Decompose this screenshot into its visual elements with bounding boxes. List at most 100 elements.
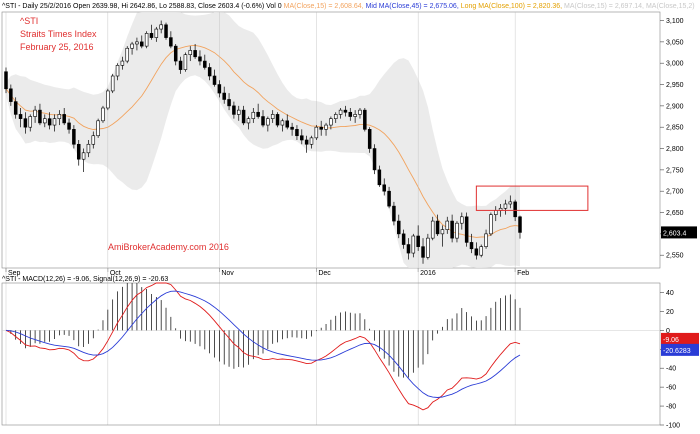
candle-body [4, 71, 8, 90]
candle [188, 46, 193, 62]
macd-value-box [661, 332, 699, 345]
candle [110, 73, 115, 94]
candle-body [120, 60, 125, 66]
candle [101, 105, 105, 123]
candle [430, 216, 435, 241]
candle [169, 31, 173, 49]
macd-value-box [661, 343, 699, 356]
macd-value-label: -9.06 [663, 337, 679, 344]
candle [246, 116, 251, 130]
candle [251, 108, 256, 123]
header-vol: Vol 0 [266, 3, 282, 10]
candle-body [421, 246, 425, 258]
candle-body [464, 216, 469, 243]
candle-body [96, 120, 100, 137]
candle [353, 110, 357, 123]
price-tick-label: 3,100 [666, 18, 684, 25]
candle [207, 63, 212, 81]
candle-body [266, 118, 270, 126]
candle [484, 229, 488, 249]
price-tick-label: 3,050 [666, 39, 684, 46]
candle [38, 103, 42, 126]
candle [518, 215, 522, 239]
candle [445, 216, 450, 234]
candle-body [217, 84, 222, 94]
candle-body [183, 54, 188, 70]
candle [241, 105, 246, 126]
candle [96, 118, 100, 138]
price-panel: 2,5502,6002,6502,7002,7502,8002,8502,900… [1, 11, 697, 425]
candle-body [314, 126, 319, 139]
ma-line [5, 44, 521, 238]
macd-tick-label: -80 [666, 404, 676, 411]
candle-body [411, 235, 416, 254]
candle [9, 84, 13, 106]
candle-body [67, 122, 71, 130]
candle [86, 140, 91, 158]
candle-body [149, 33, 154, 38]
candle-body [382, 184, 386, 192]
candle-body [13, 101, 18, 115]
candle-body [304, 139, 309, 145]
candle [450, 214, 454, 243]
candle-body [135, 41, 139, 45]
candle [135, 37, 139, 51]
candle [392, 201, 396, 226]
candle [363, 108, 367, 132]
month-label: Nov [221, 270, 234, 277]
candle [72, 125, 76, 149]
candle [256, 103, 260, 119]
annot-symbol: ^STI [20, 16, 38, 26]
candle-body [101, 107, 105, 122]
candle [304, 135, 309, 153]
candle [18, 108, 23, 128]
candle-body [455, 222, 459, 239]
candle [232, 101, 236, 119]
candle [13, 97, 18, 119]
candle-body [237, 109, 241, 115]
watermark: AmiBrokerAcademy.com 2016 [108, 242, 229, 252]
candle-body [426, 237, 430, 258]
candle [173, 44, 178, 66]
candle [401, 229, 406, 249]
candle-body [358, 109, 362, 115]
candle-body [154, 28, 159, 38]
candle [329, 116, 333, 130]
candle-body [372, 148, 377, 171]
candle-body [212, 75, 217, 85]
candle-body [241, 109, 246, 124]
candle-body [62, 114, 66, 124]
candle-body [319, 126, 323, 130]
candle-body [295, 129, 299, 137]
candle-body [52, 118, 57, 126]
candle [4, 67, 8, 94]
candle-body [348, 111, 353, 117]
candle-body [474, 248, 479, 256]
header-ma15: MA(Close,15) = 2,608.64, [284, 3, 364, 10]
candle [47, 112, 52, 130]
candle-body [47, 118, 52, 126]
candle-body [435, 220, 440, 235]
candle [164, 22, 168, 40]
candle-body [251, 111, 256, 119]
candle-body [367, 129, 372, 149]
annot-date: February 25, 2016 [20, 42, 94, 52]
candle [503, 199, 508, 215]
price-tick-label: 2,750 [666, 167, 684, 174]
candle [125, 46, 129, 64]
candle [338, 108, 343, 119]
candle-body [329, 118, 333, 126]
price-tick-label: 2,700 [666, 189, 684, 196]
candle [367, 127, 372, 153]
candle-body [353, 114, 357, 117]
candle-body [91, 135, 96, 145]
candle [300, 129, 304, 145]
candle [285, 114, 289, 130]
candle [372, 144, 377, 175]
macd-frame [1, 282, 661, 426]
candle [324, 122, 328, 136]
candle [382, 178, 386, 196]
candle-body [280, 120, 285, 126]
candle [275, 112, 280, 128]
